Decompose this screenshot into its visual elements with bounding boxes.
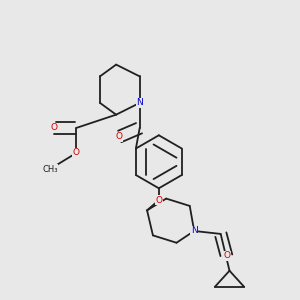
Text: O: O — [155, 196, 162, 205]
Text: O: O — [73, 148, 80, 158]
Text: CH₃: CH₃ — [42, 165, 58, 174]
Text: N: N — [136, 98, 143, 107]
Text: O: O — [51, 123, 58, 132]
Text: N: N — [191, 226, 197, 236]
Text: O: O — [223, 251, 230, 260]
Text: O: O — [116, 132, 123, 141]
